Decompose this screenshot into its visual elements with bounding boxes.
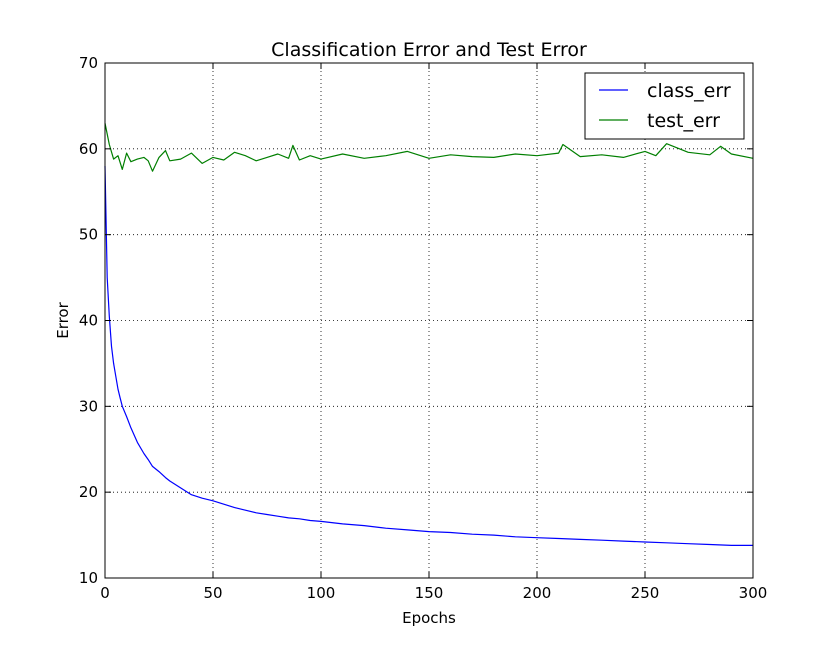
- y-axis-title: Error: [54, 301, 72, 338]
- legend-label-test-err: test_err: [647, 110, 720, 132]
- x-tick-label: 200: [523, 584, 552, 602]
- legend: class_err test_err: [584, 72, 745, 140]
- x-tick-label: 50: [203, 584, 222, 602]
- y-tick-label: 10: [79, 569, 98, 587]
- y-tick-label: 40: [79, 312, 98, 330]
- y-tick-label: 50: [79, 226, 98, 244]
- axis-ticks: 0 50 100 150 200 250 300 10 20 30 40 50 60 70: [79, 54, 767, 602]
- x-tick-label: 300: [739, 584, 768, 602]
- legend-label-class-err: class_err: [647, 80, 731, 102]
- x-tick-label: 250: [631, 584, 660, 602]
- y-tick-label: 60: [79, 140, 98, 158]
- x-axis-title: Epochs: [402, 609, 456, 627]
- x-tick-label: 100: [307, 584, 336, 602]
- y-tick-label: 30: [79, 397, 98, 415]
- grid-lines: [105, 63, 753, 578]
- chart-title: Classification Error and Test Error: [271, 39, 587, 61]
- y-tick-label: 20: [79, 483, 98, 501]
- y-tick-label: 70: [79, 54, 98, 72]
- x-tick-label: 150: [415, 584, 444, 602]
- series-line-class-err: [104, 165, 753, 546]
- x-tick-label: 0: [100, 584, 110, 602]
- plot-series: [104, 122, 754, 546]
- legend-box: [584, 72, 745, 140]
- series-line-test-err: [104, 122, 754, 172]
